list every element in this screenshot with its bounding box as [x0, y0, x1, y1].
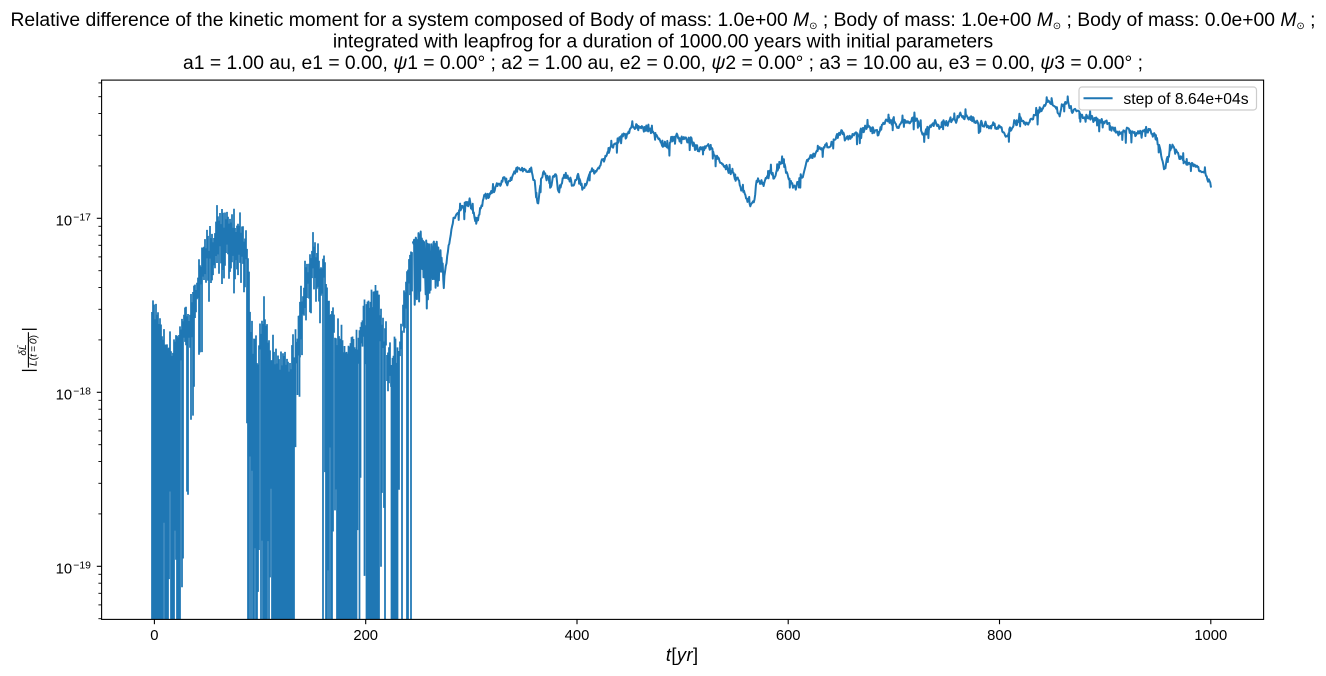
- svg-text:10: 10: [56, 561, 72, 577]
- svg-text:L̄(t = 0): L̄(t = 0): [27, 335, 40, 366]
- svg-text:400: 400: [565, 628, 590, 644]
- svg-text:δL̄: δL̄: [16, 344, 29, 355]
- svg-text:600: 600: [776, 628, 801, 644]
- svg-text:200: 200: [353, 628, 378, 644]
- svg-text:a1 = 1.00 au, e1 = 0.00, ψ1 =: a1 = 1.00 au, e1 = 0.00, ψ1 = 0.00° ; a2…: [183, 53, 1143, 74]
- svg-text:800: 800: [987, 628, 1012, 644]
- svg-text:Relative difference of the kin: Relative difference of the kinetic momen…: [11, 10, 1316, 32]
- svg-text:−17: −17: [73, 212, 91, 223]
- svg-text:−19: −19: [73, 560, 91, 571]
- svg-text:integrated with leapfrog for a: integrated with leapfrog for a duration …: [333, 31, 993, 52]
- svg-text:t[yr]: t[yr]: [666, 644, 699, 665]
- svg-text:0: 0: [150, 628, 158, 644]
- svg-text:10: 10: [56, 213, 72, 229]
- svg-text:step of 8.64e+04s: step of 8.64e+04s: [1123, 91, 1248, 108]
- svg-text:1000: 1000: [1194, 628, 1227, 644]
- svg-text:10: 10: [56, 387, 72, 403]
- svg-text:−18: −18: [73, 386, 91, 397]
